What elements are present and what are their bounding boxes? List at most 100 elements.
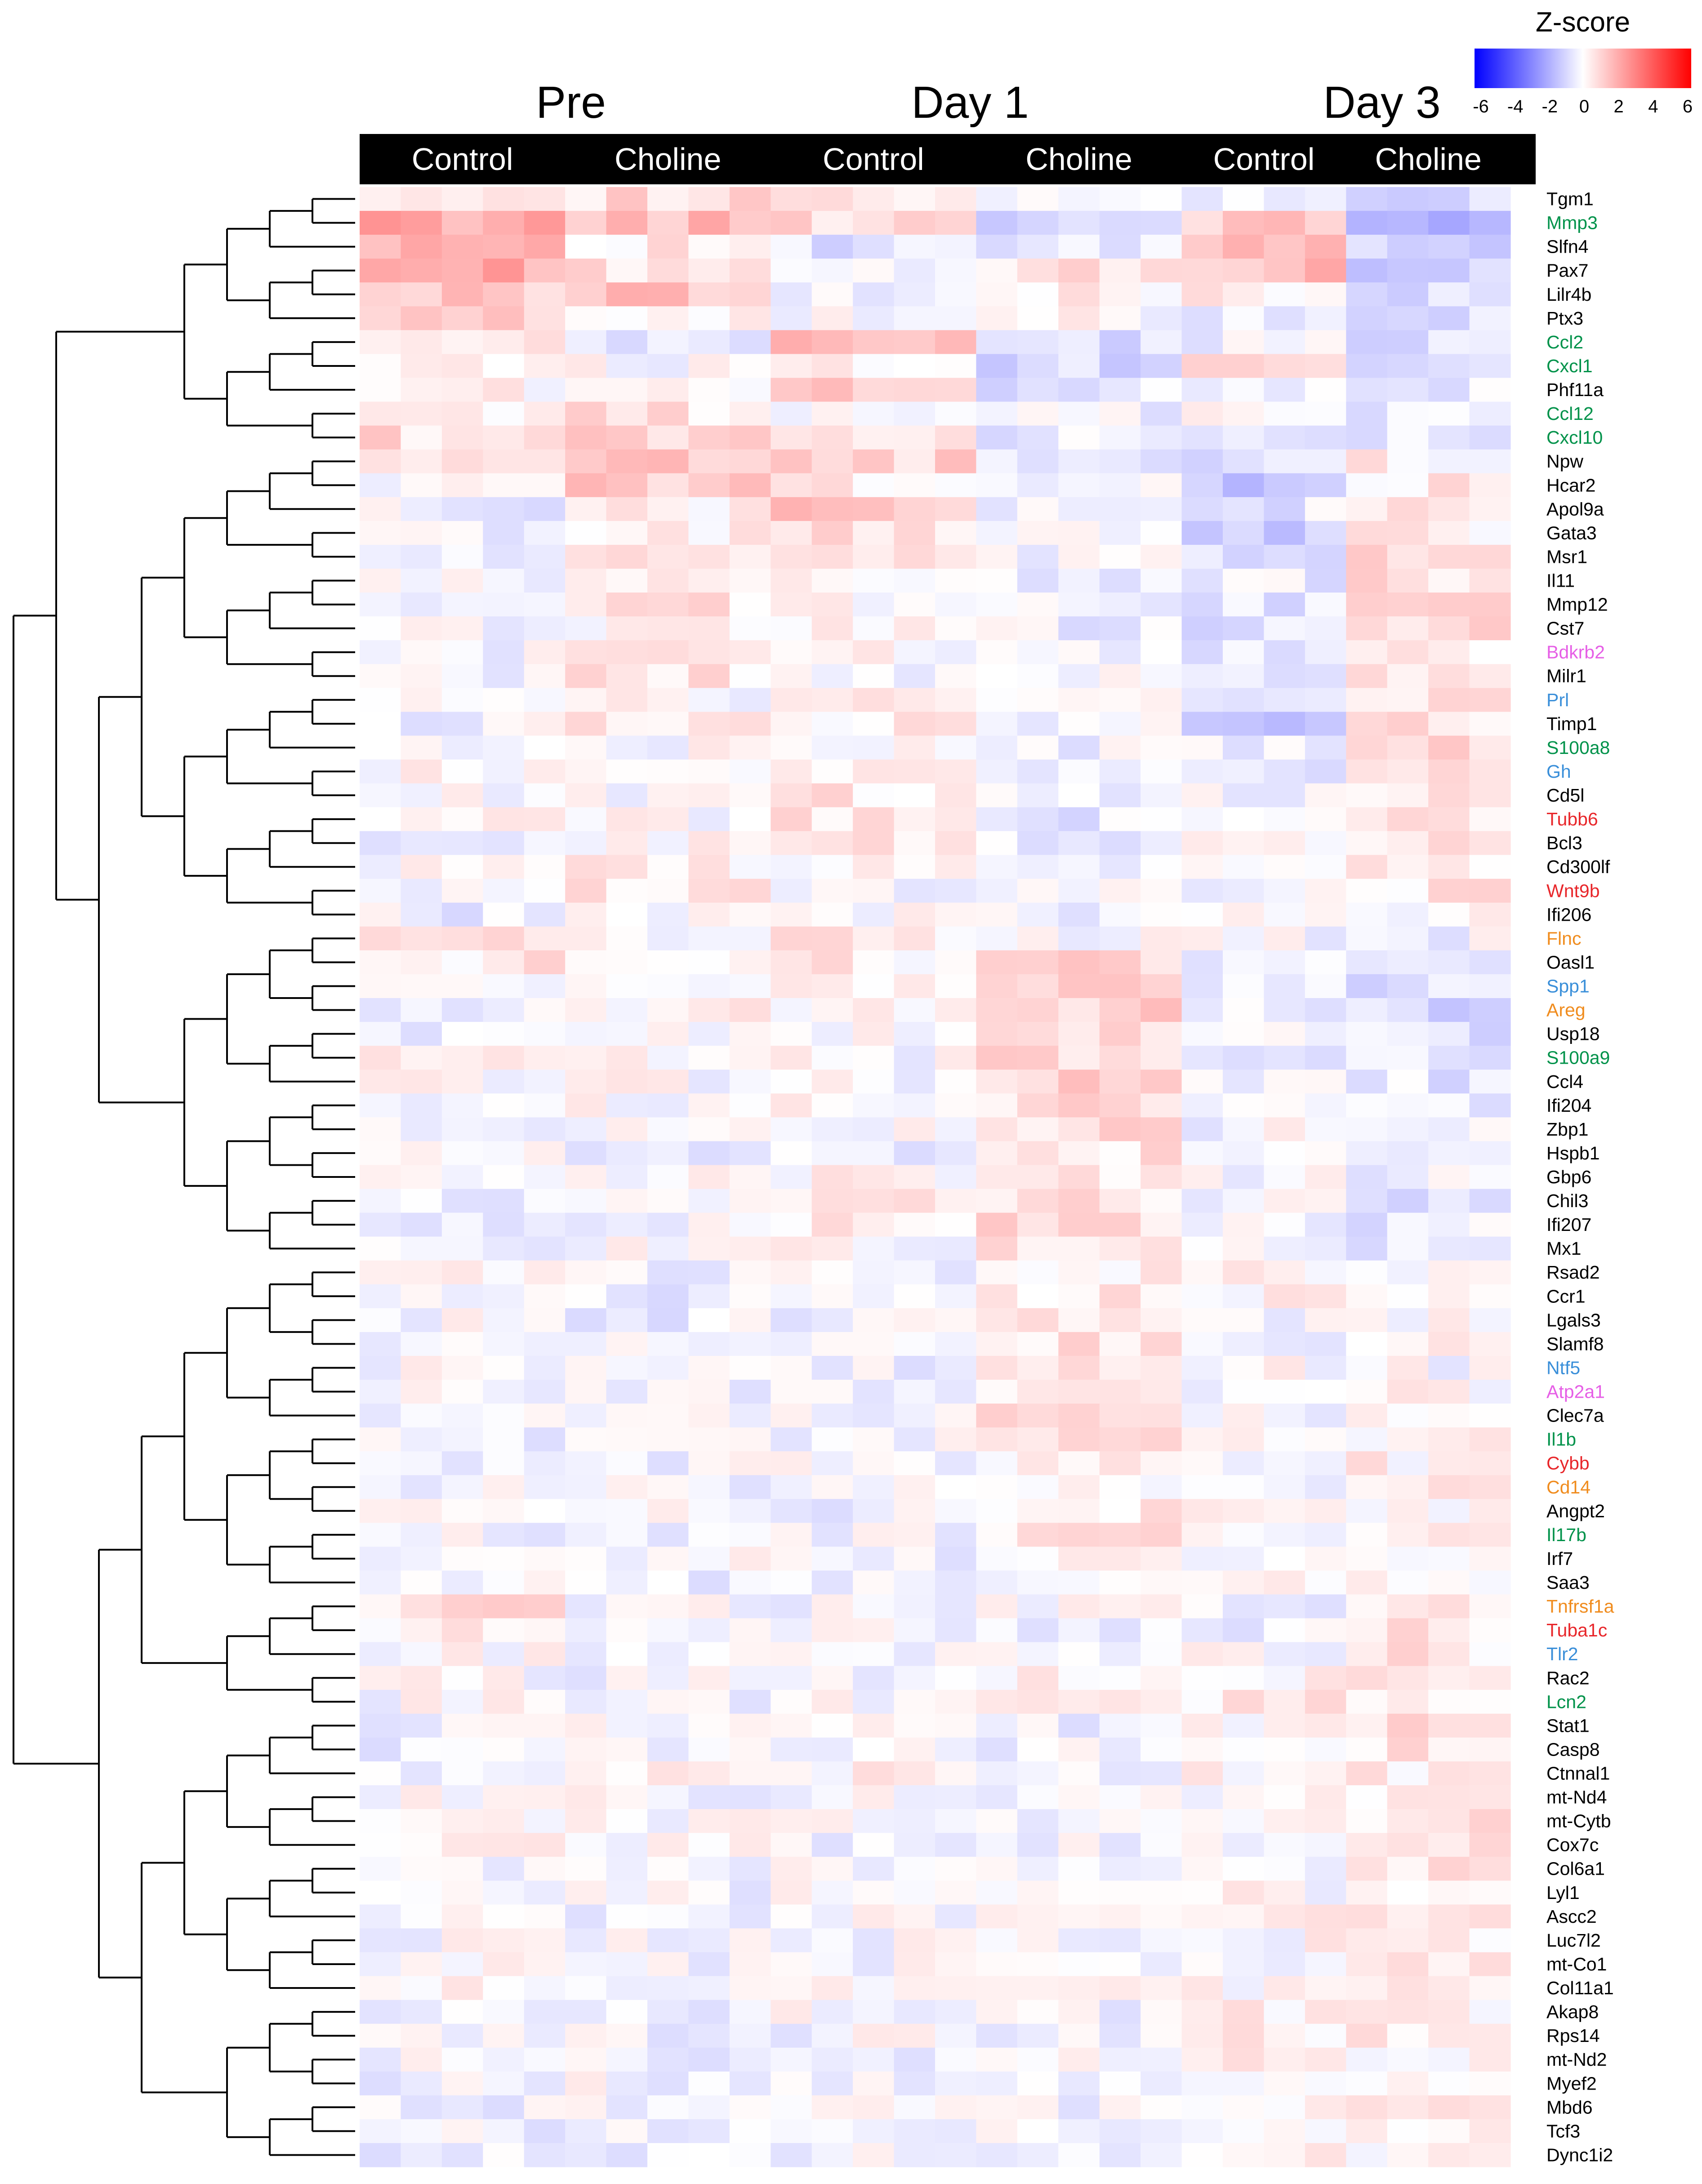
heatmap-cell: [1264, 1260, 1305, 1285]
heatmap-cell: [483, 1475, 525, 1499]
heatmap-cell: [1305, 1093, 1346, 1118]
heatmap-cell: [565, 878, 607, 903]
heatmap-cell: [360, 1809, 401, 1833]
heatmap-cell: [811, 1499, 853, 1523]
heatmap-cell: [1305, 1380, 1346, 1404]
heatmap-cell: [771, 1881, 812, 1905]
heatmap-cell: [1264, 1904, 1305, 1929]
heatmap-cell: [935, 1308, 977, 1333]
heatmap-cell: [647, 735, 689, 760]
heatmap-cell: [1305, 593, 1346, 617]
heatmap-cell: [935, 1380, 977, 1404]
heatmap-cell: [1346, 401, 1388, 426]
heatmap-cell: [1264, 855, 1305, 879]
heatmap-cell: [606, 950, 648, 975]
heatmap-cell: [483, 2047, 525, 2072]
heatmap-cell: [1305, 2095, 1346, 2120]
heatmap-cell: [771, 1475, 812, 1499]
heatmap-cell: [688, 1523, 730, 1547]
heatmap-cell: [360, 1165, 401, 1190]
heatmap-cell: [524, 831, 566, 856]
heatmap-cell: [401, 1475, 442, 1499]
heatmap-cell: [771, 2119, 812, 2144]
heatmap-cell: [1469, 1761, 1511, 1786]
heatmap-cell: [1469, 974, 1511, 998]
heatmap-cell: [1346, 1857, 1388, 1881]
heatmap-cell: [1181, 1881, 1223, 1905]
gene-label: Tcf3: [1546, 2121, 1580, 2141]
heatmap-cell: [1017, 1332, 1059, 1356]
heatmap-cell: [976, 1833, 1018, 1857]
heatmap-cell: [606, 235, 648, 259]
gene-label: Mmp12: [1546, 594, 1608, 615]
heatmap-cell: [935, 2071, 977, 2096]
heatmap-cell: [894, 1666, 936, 1690]
heatmap-cell: [853, 330, 895, 355]
heatmap-cell: [1099, 1618, 1141, 1643]
heatmap-cell: [483, 1976, 525, 2001]
heatmap-cell: [1099, 1046, 1141, 1070]
heatmap-cell: [565, 354, 607, 379]
heatmap-cell: [1181, 1332, 1223, 1356]
heatmap-cell: [360, 878, 401, 903]
heatmap-cell: [441, 783, 483, 808]
heatmap-cell: [1469, 1260, 1511, 1285]
heatmap-cell: [606, 759, 648, 784]
heatmap-cell: [1181, 735, 1223, 760]
heatmap-cell: [688, 783, 730, 808]
heatmap-cell: [1017, 2024, 1059, 2048]
heatmap-cell: [1469, 2000, 1511, 2024]
heatmap-cell: [935, 2000, 977, 2024]
heatmap-cell: [441, 1618, 483, 1643]
heatmap-cell: [606, 664, 648, 688]
heatmap-cell: [441, 2047, 483, 2072]
heatmap-cell: [1469, 1212, 1511, 1237]
heatmap-cell: [1017, 1189, 1059, 1213]
heatmap-cell: [606, 1117, 648, 1142]
gene-label: Usp18: [1546, 1024, 1600, 1044]
heatmap-cell: [1305, 1046, 1346, 1070]
heatmap-cell: [729, 1093, 771, 1118]
heatmap-cell: [935, 1404, 977, 1428]
heatmap-cell: [935, 354, 977, 379]
heatmap-cell: [729, 1236, 771, 1261]
heatmap-cell: [1346, 1070, 1388, 1094]
heatmap-cell: [565, 1260, 607, 1285]
heatmap-cell: [811, 1642, 853, 1667]
gene-label: Spp1: [1546, 976, 1590, 997]
heatmap-cell: [647, 2095, 689, 2120]
heatmap-cell: [524, 282, 566, 307]
heatmap-cell: [894, 1761, 936, 1786]
heatmap-cell: [1017, 688, 1059, 712]
heatmap-cell: [606, 998, 648, 1022]
heatmap-cell: [1264, 211, 1305, 235]
heatmap-cell: [647, 1547, 689, 1571]
heatmap-cell: [1058, 1380, 1100, 1404]
heatmap-cell: [1017, 2071, 1059, 2096]
gene-label: Luc7l2: [1546, 1930, 1601, 1951]
heatmap-cell: [1017, 878, 1059, 903]
heatmap-cell: [483, 1117, 525, 1142]
heatmap-cell: [853, 2119, 895, 2144]
heatmap-cell: [811, 831, 853, 856]
heatmap-cell: [1141, 616, 1182, 641]
heatmap-cell: [360, 1046, 401, 1070]
heatmap-cell: [360, 1308, 401, 1333]
heatmap-cell: [441, 568, 483, 593]
heatmap-cell: [1141, 2143, 1182, 2167]
heatmap-cell: [771, 1046, 812, 1070]
heatmap-cell: [935, 902, 977, 927]
heatmap-cell: [1264, 1689, 1305, 1714]
heatmap-cell: [1181, 831, 1223, 856]
heatmap-cell: [441, 688, 483, 712]
heatmap-cell: [935, 521, 977, 545]
heatmap-cell: [1058, 1785, 1100, 1810]
heatmap-cell: [483, 2095, 525, 2120]
heatmap-cell: [401, 1881, 442, 1905]
heatmap-cell: [1469, 544, 1511, 569]
heatmap-cell: [729, 1117, 771, 1142]
heatmap-cell: [1428, 2000, 1470, 2024]
heatmap-cell: [565, 1761, 607, 1786]
heatmap-cell: [1181, 1570, 1223, 1595]
heatmap-cell: [1223, 1928, 1265, 1953]
